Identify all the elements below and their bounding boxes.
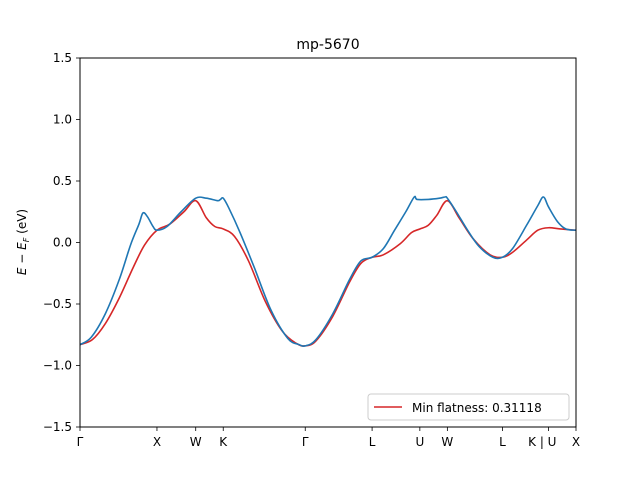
- x-tick-label: K | U: [528, 435, 556, 449]
- y-tick-label: 0.0: [53, 236, 72, 250]
- legend: Min flatness: 0.31118: [367, 393, 570, 421]
- x-tick-label: L: [499, 435, 506, 449]
- x-tick-label: Γ: [77, 435, 84, 449]
- legend-entry-label: Min flatness: 0.31118: [412, 401, 542, 415]
- x-tick-label: Γ: [302, 435, 309, 449]
- y-axis-label-sub: F: [22, 237, 31, 242]
- series-layer: [79, 195, 577, 347]
- x-tick-label: X: [572, 435, 580, 449]
- legend-box: [367, 393, 570, 421]
- high-symmetry-lines: Γ X W K Γ L U W L K | U X: [77, 427, 580, 449]
- x-tick-label: W: [441, 435, 453, 449]
- x-tick-label: W: [190, 435, 202, 449]
- y-axis-label-main: E − E: [15, 242, 29, 275]
- y-tick-label: −1.5: [43, 420, 72, 434]
- tick-layer: −1.5 −1.0 −0.5 0.0 0.5 1.0 1.5: [43, 51, 80, 434]
- y-tick-label: 1.0: [53, 113, 72, 127]
- series-line-band: [79, 195, 577, 347]
- y-tick-label: −0.5: [43, 297, 72, 311]
- y-tick-label: 1.5: [53, 51, 72, 65]
- x-tick-label: X: [153, 435, 161, 449]
- chart-title: mp-5670: [296, 37, 359, 53]
- x-tick-label: U: [415, 435, 424, 449]
- y-tick-label: 0.5: [53, 174, 72, 188]
- series-line-min-flatness: [79, 199, 577, 347]
- plot-frame: [79, 57, 577, 428]
- y-axis-label-unit: (eV): [15, 209, 29, 238]
- y-axis-label: E − EF (eV): [15, 209, 31, 275]
- y-tick-label: −1.0: [43, 359, 72, 373]
- x-tick-label: K: [219, 435, 228, 449]
- x-tick-label: L: [369, 435, 376, 449]
